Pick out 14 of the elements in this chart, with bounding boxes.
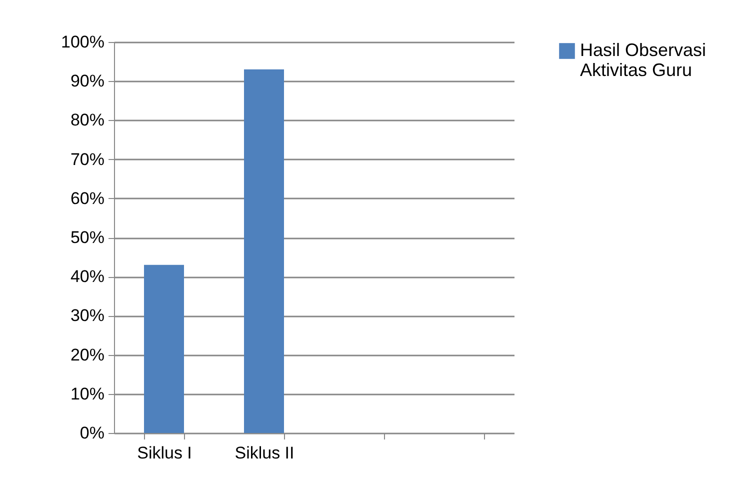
y-tick-label: 50% <box>70 228 104 247</box>
y-tick-label: 30% <box>70 306 104 326</box>
y-tick-label: 10% <box>70 384 104 404</box>
legend-label: Hasil Observasi Aktivitas Guru <box>580 40 706 80</box>
y-tick-label: 100% <box>61 32 104 52</box>
y-tick-label: 80% <box>70 110 104 130</box>
x-tick-label: Siklus I <box>137 444 192 462</box>
y-tick-label: 70% <box>70 150 104 169</box>
y-tick-label: 60% <box>70 188 104 208</box>
y-tick-label: 90% <box>70 72 104 91</box>
y-tick-label: 20% <box>70 345 104 364</box>
y-tick-label: 40% <box>70 267 104 286</box>
x-tick-label: Siklus II <box>234 444 294 462</box>
y-tick-label: 0% <box>80 424 104 442</box>
